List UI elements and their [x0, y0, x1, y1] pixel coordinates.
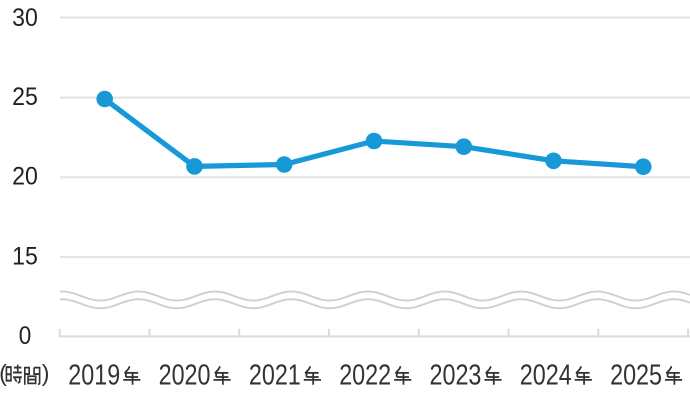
svg-text:2019: 2019: [68, 360, 120, 392]
svg-text:30: 30: [12, 5, 38, 32]
svg-text:): ): [42, 360, 50, 386]
svg-text:25: 25: [12, 84, 38, 111]
svg-text:2020: 2020: [159, 360, 211, 392]
svg-text:(: (: [0, 360, 7, 386]
svg-text:0: 0: [19, 323, 32, 350]
svg-text:20: 20: [12, 164, 38, 191]
svg-text:15: 15: [12, 244, 38, 271]
svg-text:2023: 2023: [430, 360, 482, 392]
svg-text:2021: 2021: [249, 360, 301, 392]
svg-text:2024: 2024: [520, 360, 572, 392]
svg-text:2022: 2022: [339, 360, 391, 392]
svg-text:2025: 2025: [610, 360, 662, 392]
